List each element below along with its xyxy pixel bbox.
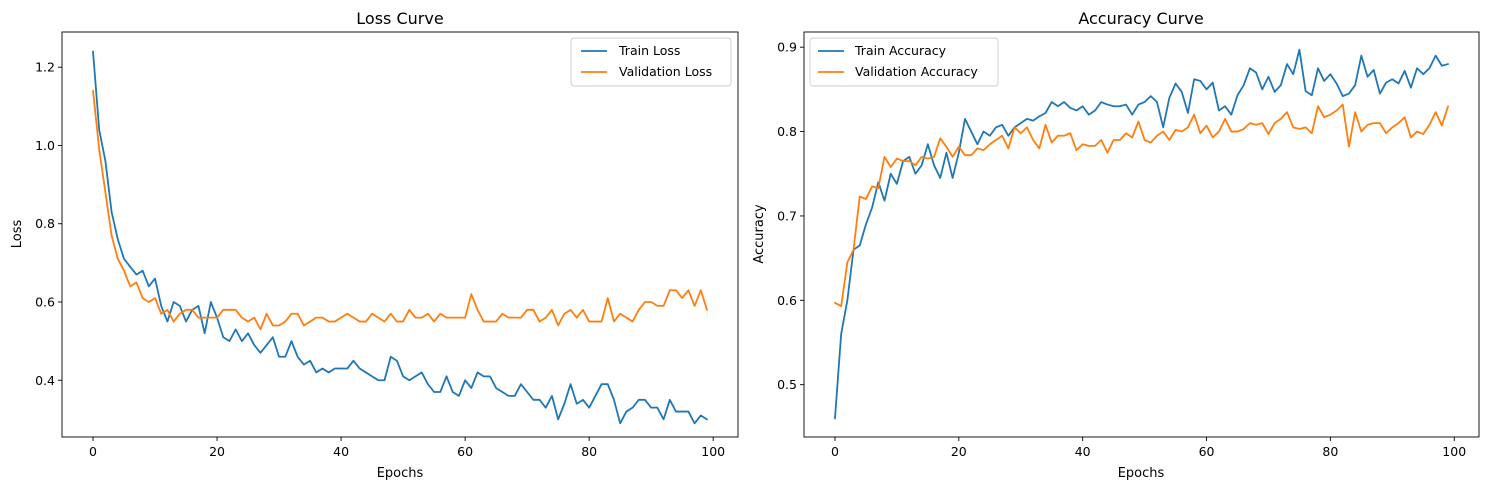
loss-plot-frame bbox=[61, 31, 739, 438]
loss-chart: Loss Curve 0 20 40 60 80 100 0.40.60.81.01.2 … bbox=[10, 9, 739, 481]
accuracy-legend-box bbox=[809, 37, 999, 87]
accuracy-x-tick-label: 100 bbox=[1442, 444, 1466, 459]
accuracy-legend-label-validation: Validation Accuracy bbox=[855, 64, 978, 79]
accuracy-series-lines bbox=[834, 48, 1449, 420]
loss-legend: Train Loss Validation Loss bbox=[570, 37, 732, 87]
accuracy-legend-label-train: Train Accuracy bbox=[854, 43, 947, 58]
loss-y-ticks: 0.4 0.6 0.8 1.0 1.2 bbox=[35, 60, 62, 388]
loss-x-tick-label: 0 bbox=[89, 444, 97, 459]
accuracy-y-tick-label: 0.5 bbox=[777, 377, 797, 392]
accuracy-x-tick-label: 40 bbox=[1075, 444, 1091, 459]
loss-x-tick-label: 40 bbox=[333, 444, 349, 459]
loss-y-tick-label: 0.4 bbox=[35, 373, 55, 388]
accuracy-legend: Train Accuracy Validation Accuracy bbox=[809, 37, 999, 87]
loss-x-ticks: 0 20 40 60 80 100 bbox=[89, 437, 725, 459]
loss-y-tick-label: 0.6 bbox=[35, 295, 55, 310]
loss-legend-box bbox=[570, 37, 732, 87]
accuracy-x-ticks: 0 20 40 60 80 100 bbox=[831, 437, 1466, 459]
accuracy-x-tick-label: 0 bbox=[831, 444, 839, 459]
accuracy-plot-frame bbox=[803, 31, 1480, 438]
accuracy-x-tick-label: 20 bbox=[951, 444, 967, 459]
accuracy-y-tick-label: 0.6 bbox=[777, 293, 797, 308]
loss-y-tick-label: 1.2 bbox=[35, 60, 55, 75]
loss-x-tick-label: 60 bbox=[457, 444, 473, 459]
loss-legend-label-train: Train Loss bbox=[618, 43, 680, 58]
loss-legend-label-validation: Validation Loss bbox=[619, 64, 712, 79]
accuracy-series-line-validation bbox=[834, 103, 1449, 308]
loss-y-tick-label: 1.0 bbox=[35, 138, 55, 153]
loss-x-tick-label: 20 bbox=[209, 444, 225, 459]
accuracy-series-line-train bbox=[834, 48, 1449, 420]
accuracy-y-axis-label: Accuracy bbox=[752, 204, 767, 264]
loss-x-tick-label: 80 bbox=[581, 444, 597, 459]
loss-y-tick-label: 0.8 bbox=[35, 216, 55, 231]
loss-y-axis-label: Loss bbox=[10, 220, 25, 249]
accuracy-chart: Accuracy Curve 0 20 40 60 80 100 0.5 0.6 0.7 0.8… bbox=[752, 9, 1480, 481]
accuracy-x-tick-label: 60 bbox=[1199, 444, 1215, 459]
loss-x-tick-label: 100 bbox=[701, 444, 725, 459]
accuracy-x-axis-label: Epochs bbox=[1118, 466, 1165, 481]
accuracy-y-ticks: 0.5 0.6 0.7 0.8 0.9 bbox=[777, 40, 804, 392]
accuracy-y-tick-label: 0.9 bbox=[777, 40, 797, 55]
accuracy-y-tick-label: 0.7 bbox=[777, 208, 797, 223]
loss-x-axis-label: Epochs bbox=[377, 466, 424, 481]
loss-chart-title: Loss Curve bbox=[356, 9, 443, 28]
loss-series-lines bbox=[92, 50, 708, 425]
loss-series-line-train bbox=[92, 50, 708, 425]
accuracy-y-tick-label: 0.8 bbox=[777, 124, 797, 139]
accuracy-chart-title: Accuracy Curve bbox=[1078, 9, 1203, 28]
loss-series-line-validation bbox=[92, 89, 708, 331]
accuracy-x-tick-label: 80 bbox=[1322, 444, 1338, 459]
